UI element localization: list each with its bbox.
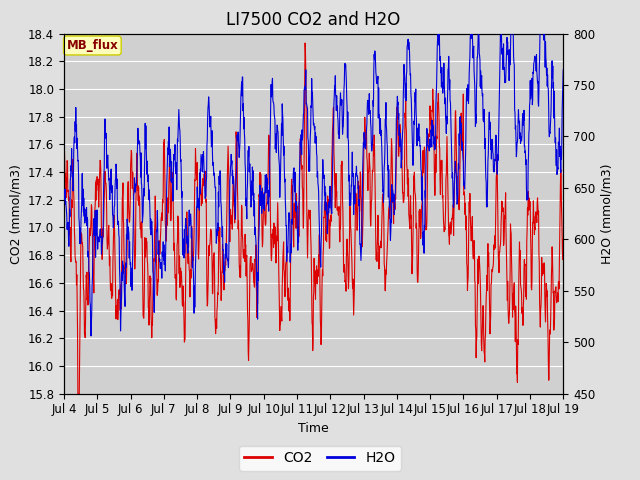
X-axis label: Time: Time bbox=[298, 422, 329, 435]
Text: MB_flux: MB_flux bbox=[67, 39, 118, 52]
Y-axis label: H2O (mmol/m3): H2O (mmol/m3) bbox=[601, 163, 614, 264]
Legend: CO2, H2O: CO2, H2O bbox=[239, 445, 401, 471]
Y-axis label: CO2 (mmol/m3): CO2 (mmol/m3) bbox=[10, 164, 22, 264]
Title: LI7500 CO2 and H2O: LI7500 CO2 and H2O bbox=[227, 11, 401, 29]
